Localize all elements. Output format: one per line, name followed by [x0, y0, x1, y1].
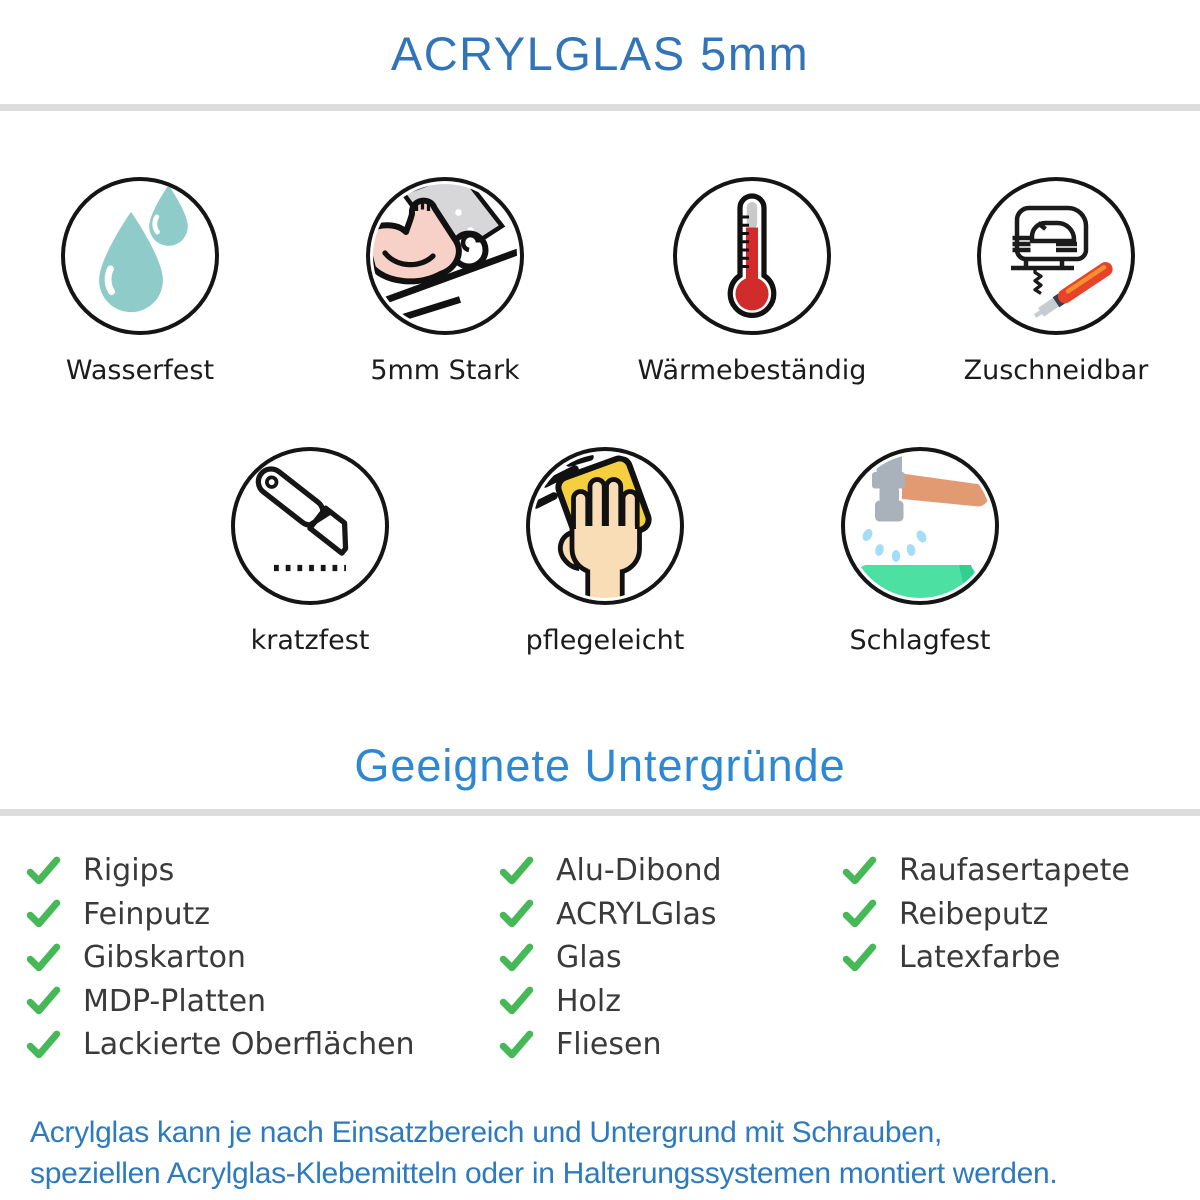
muscle-arm-icon — [373, 184, 517, 328]
feature-pflegeleicht: pflegeleicht — [475, 447, 735, 656]
substrate-label: Alu-Dibond — [556, 853, 722, 888]
divider-top — [0, 104, 1200, 111]
page-title: ACRYLGLAS 5mm — [390, 27, 810, 80]
substrate-item: MDP-Platten — [25, 983, 415, 1019]
check-icon — [26, 899, 61, 928]
substrate-column-1: Rigips Feinputz Gibskarton MDP-Platten L… — [25, 853, 415, 1072]
thermometer-icon — [727, 193, 777, 318]
feature-kratzfest: kratzfest — [180, 447, 440, 656]
substrate-item: Latexfarbe — [841, 940, 1130, 975]
feature-label: kratzfest — [250, 625, 370, 656]
substrate-item: Holz — [498, 983, 722, 1019]
check-icon — [499, 943, 534, 971]
substrate-column-2: Alu-Dibond ACRYLGlas Glas Holz Fliesen — [498, 853, 722, 1072]
check-icon — [499, 899, 534, 928]
substrate-label: Latexfarbe — [899, 940, 1061, 975]
substrate-label: Raufasertapete — [899, 853, 1130, 888]
mounting-note-line2: speziellen Acrylglas-Klebemitteln oder i… — [30, 1157, 1058, 1190]
substrate-item: Alu-Dibond — [498, 853, 722, 888]
check-icon — [842, 899, 877, 928]
substrate-label: Reibeputz — [899, 896, 1049, 932]
cleaning-cloth-hand-icon — [533, 454, 652, 598]
substrate-item: Glas — [498, 940, 722, 975]
feature-label: Zuschneidbar — [963, 355, 1149, 386]
substrate-label: MDP-Platten — [83, 983, 267, 1019]
feature-circle — [526, 447, 684, 605]
feature-label: 5mm Stark — [370, 355, 520, 386]
check-icon — [499, 986, 534, 1015]
hammer-impact-icon — [856, 454, 990, 598]
check-icon — [842, 943, 877, 971]
feature-circle — [61, 177, 219, 335]
check-icon — [499, 856, 534, 884]
mounting-note: Acrylglas kann je nach Einsatzbereich un… — [30, 1112, 1190, 1194]
substrate-label: Feinputz — [83, 896, 210, 932]
check-icon — [26, 986, 61, 1015]
substrate-label: Holz — [556, 983, 621, 1019]
feature-circle — [366, 177, 524, 335]
feature-schlagfest: Schlagfest — [790, 447, 1050, 656]
substrate-item: Fliesen — [498, 1027, 722, 1062]
substrate-item: Raufasertapete — [841, 853, 1130, 888]
feature-5mm-stark: 5mm Stark — [315, 177, 575, 386]
jigsaw-knife-icon — [1011, 205, 1113, 318]
check-icon — [499, 1030, 534, 1058]
substrate-item: ACRYLGlas — [498, 896, 722, 932]
substrate-label: Fliesen — [556, 1027, 662, 1062]
utility-knife-icon — [255, 466, 349, 572]
feature-circle — [673, 177, 831, 335]
substrate-label: Rigips — [83, 853, 175, 888]
substrate-item: Rigips — [25, 853, 415, 888]
section-title-untergruende: Geeignete Untergründe — [354, 740, 846, 791]
check-icon — [26, 943, 61, 971]
feature-label: pflegeleicht — [525, 625, 685, 656]
substrate-label: Lackierte Oberflächen — [83, 1027, 415, 1062]
substrate-label: Glas — [556, 940, 622, 975]
substrate-item: Gibskarton — [25, 940, 415, 975]
substrate-label: ACRYLGlas — [556, 896, 717, 932]
substrate-column-3: Raufasertapete Reibeputz Latexfarbe — [841, 853, 1130, 985]
feature-circle — [231, 447, 389, 605]
check-icon — [26, 1030, 61, 1058]
feature-circle — [977, 177, 1135, 335]
mounting-note-line1: Acrylglas kann je nach Einsatzbereich un… — [30, 1116, 943, 1149]
feature-label: Wärmebeständig — [637, 355, 867, 386]
water-drops-icon — [99, 185, 188, 313]
substrate-item: Reibeputz — [841, 896, 1130, 932]
divider-middle — [0, 809, 1200, 816]
feature-label: Schlagfest — [849, 625, 991, 656]
substrate-label: Gibskarton — [83, 940, 246, 975]
feature-label: Wasserfest — [65, 355, 215, 386]
feature-waermebestaendig: Wärmebeständig — [622, 177, 882, 386]
check-icon — [842, 856, 877, 884]
feature-wasserfest: Wasserfest — [10, 177, 270, 386]
substrate-item: Feinputz — [25, 896, 415, 932]
feature-circle — [841, 447, 999, 605]
feature-zuschneidbar: Zuschneidbar — [926, 177, 1186, 386]
check-icon — [26, 856, 61, 884]
substrate-item: Lackierte Oberflächen — [25, 1027, 415, 1062]
